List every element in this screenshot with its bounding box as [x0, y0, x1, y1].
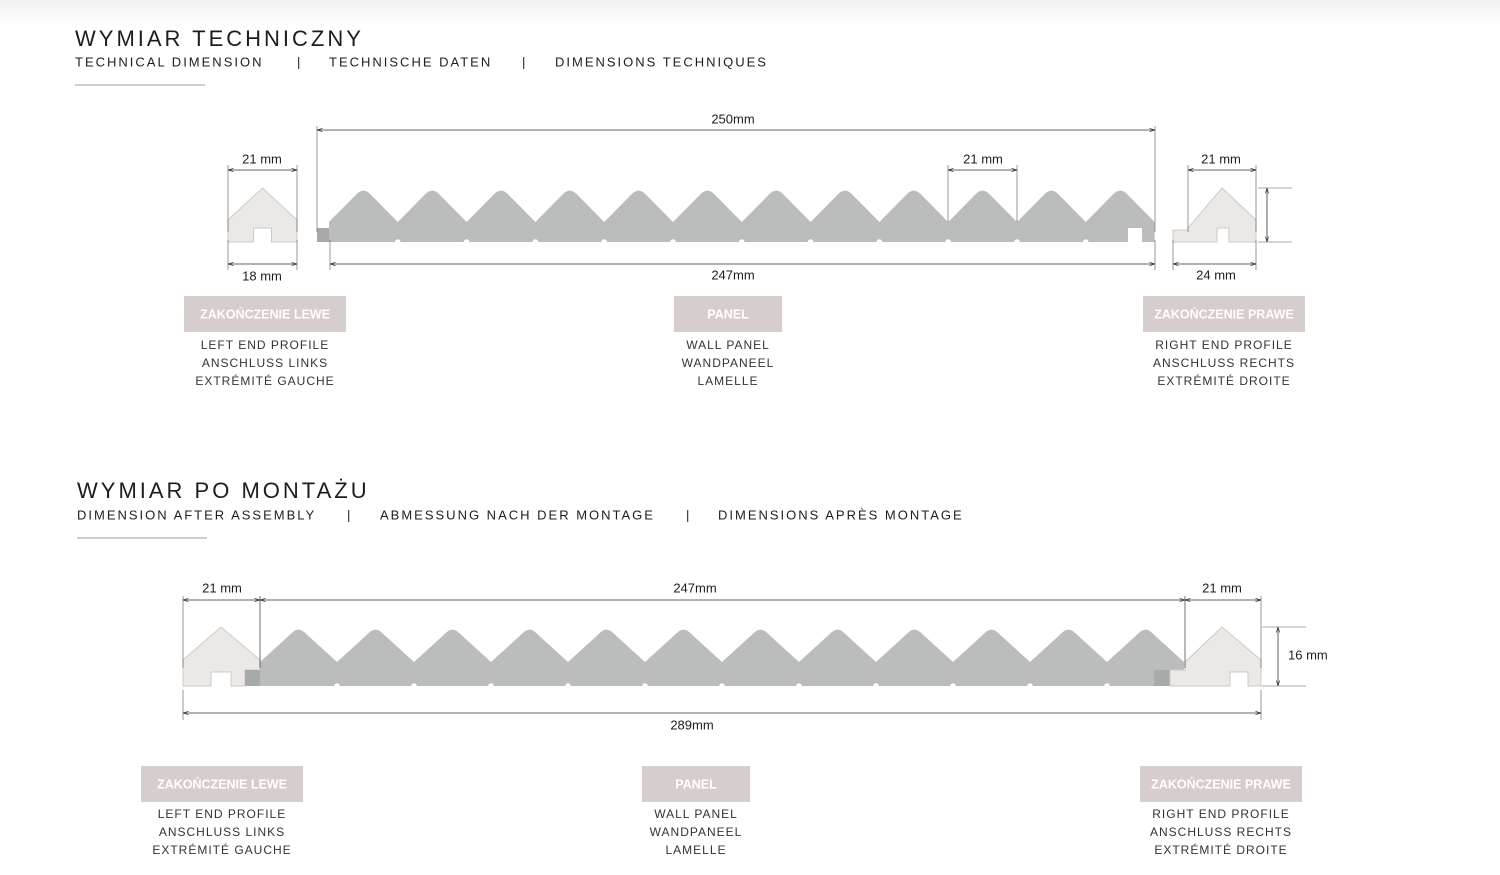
dimension-label: 16 mm [1288, 647, 1328, 662]
notch [334, 683, 340, 689]
profile-description: ANSCHLUSS RECHTS [1150, 825, 1292, 839]
right-end-profile [1172, 187, 1257, 243]
badge-label: PANEL [707, 307, 749, 321]
section-title: WYMIAR PO MONTAŻU [77, 478, 370, 503]
profile-description: RIGHT END PROFILE [1152, 807, 1289, 821]
notch [950, 683, 956, 689]
dimension-label: 21 mm [1202, 580, 1242, 595]
notch [876, 239, 883, 245]
badge-label: ZAKOŃCZENIE LEWE [200, 306, 330, 321]
section-subtitle: DIMENSIONS APRÈS MONTAGE [718, 507, 964, 522]
profile-badge [1140, 766, 1302, 802]
right-end-profile [1169, 626, 1262, 687]
badge-label: PANEL [675, 777, 717, 791]
profile-badge [141, 766, 303, 802]
wall-panel [260, 629, 1184, 686]
profile-description: LAMELLE [665, 843, 726, 857]
profile-description: RIGHT END PROFILE [1155, 338, 1292, 352]
profile-badge [184, 296, 346, 332]
notch [463, 239, 470, 245]
section-subtitle: DIMENSION AFTER ASSEMBLY [77, 507, 316, 522]
notch [532, 239, 539, 245]
dimension-label: 289mm [670, 717, 713, 732]
profile-description: ANSCHLUSS RECHTS [1153, 356, 1295, 370]
separator: | [347, 507, 352, 522]
profile-description: LEFT END PROFILE [158, 807, 286, 821]
badge-label: ZAKOŃCZENIE PRAWE [1154, 306, 1294, 321]
notch [1083, 239, 1089, 245]
panel-tongue [317, 228, 331, 242]
notch [565, 683, 571, 689]
dimension-label: 247mm [673, 580, 716, 595]
notch [488, 683, 494, 689]
dimension-label: 21 mm [202, 580, 242, 595]
dimension-label: 21 mm [242, 151, 282, 166]
top-strip [0, 0, 1500, 28]
notch [395, 239, 401, 245]
panel-groove [1154, 670, 1170, 686]
dimension-label: 21 mm [963, 151, 1003, 166]
profile-description: ANSCHLUSS LINKS [159, 825, 285, 839]
notch [1104, 683, 1110, 689]
profile-description: WALL PANEL [686, 338, 770, 352]
section-subtitle: TECHNISCHE DATEN [329, 54, 492, 69]
notch [411, 683, 417, 689]
panel-groove [1128, 228, 1142, 242]
dimension-label: 247mm [711, 267, 754, 282]
profile-description: EXTRÉMITÉ GAUCHE [152, 842, 291, 857]
profile-badge [674, 296, 782, 332]
notch [796, 683, 802, 689]
wall-panel [329, 190, 1155, 242]
notch [739, 239, 745, 245]
profile-description: LAMELLE [697, 374, 758, 388]
profile-description: LEFT END PROFILE [201, 338, 329, 352]
notch [719, 683, 725, 689]
notch [945, 239, 951, 245]
badge-label: ZAKOŃCZENIE PRAWE [1151, 776, 1291, 791]
section-title: WYMIAR TECHNICZNY [75, 26, 364, 51]
dimension-label: 18 mm [242, 268, 282, 283]
notch [670, 239, 676, 245]
notch [873, 683, 879, 689]
profile-description: WANDPANEEL [682, 356, 775, 370]
separator: | [297, 54, 302, 69]
notch [642, 683, 648, 689]
section-subtitle: TECHNICAL DIMENSION [75, 54, 263, 69]
notch [1014, 239, 1020, 245]
section-subtitle: ABMESSUNG NACH DER MONTAGE [380, 507, 655, 522]
notch [807, 239, 814, 245]
separator: | [686, 507, 691, 522]
profile-description: EXTRÉMITÉ GAUCHE [195, 373, 334, 388]
profile-description: EXTRÉMITÉ DROITE [1154, 842, 1287, 857]
profile-description: ANSCHLUSS LINKS [202, 356, 328, 370]
dimension-label: 21 mm [1201, 151, 1241, 166]
profile-badge [1143, 296, 1305, 332]
left-end-profile [227, 187, 298, 243]
profile-description: WANDPANEEL [650, 825, 743, 839]
dimension-label: 24 mm [1196, 267, 1236, 282]
profile-description: WALL PANEL [654, 807, 738, 821]
notch [601, 239, 607, 245]
notch [1027, 683, 1033, 689]
profile-description: EXTRÉMITÉ DROITE [1157, 373, 1290, 388]
panel-tongue [245, 670, 261, 686]
badge-label: ZAKOŃCZENIE LEWE [157, 776, 287, 791]
separator: | [522, 54, 527, 69]
section-subtitle: DIMENSIONS TECHNIQUES [555, 54, 768, 69]
profile-badge [642, 766, 750, 802]
dimension-label: 250mm [711, 111, 754, 126]
